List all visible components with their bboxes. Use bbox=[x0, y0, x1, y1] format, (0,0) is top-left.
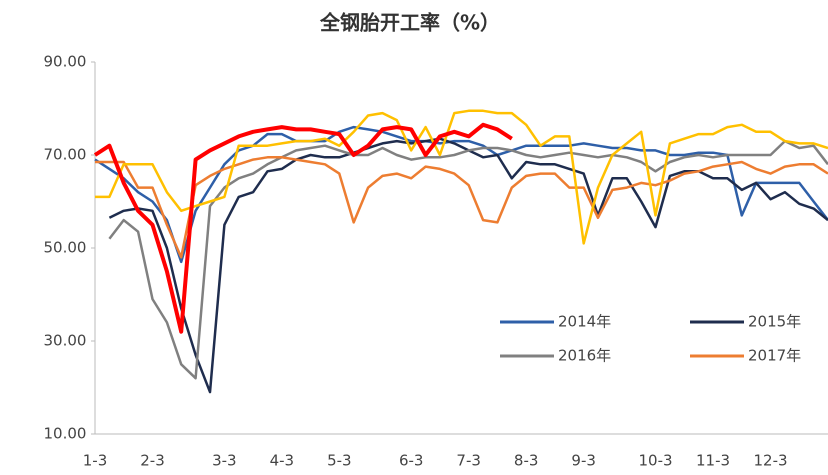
x-tick-label: 3-3 bbox=[212, 452, 237, 470]
y-tick-label: 10.00 bbox=[44, 425, 87, 443]
y-tick-label: 30.00 bbox=[44, 332, 87, 350]
series-line bbox=[95, 156, 828, 259]
x-tick-label: 9-3 bbox=[571, 452, 596, 470]
y-tick-label: 70.00 bbox=[44, 146, 87, 164]
series-line bbox=[94, 125, 828, 264]
legend-label: 2014年 bbox=[558, 313, 611, 331]
legend-label: 2015年 bbox=[748, 313, 801, 331]
x-tick-label: 10-3 bbox=[639, 452, 673, 470]
y-tick-label: 90.00 bbox=[44, 53, 87, 71]
series-line bbox=[93, 122, 513, 334]
legend-label: 2016年 bbox=[558, 347, 611, 365]
x-tick-label: 7-3 bbox=[456, 452, 481, 470]
x-tick-label: 4-3 bbox=[270, 452, 295, 470]
x-tick-label: 5-3 bbox=[327, 452, 352, 470]
y-tick-label: 50.00 bbox=[44, 239, 87, 257]
x-tick-label: 2-3 bbox=[140, 452, 165, 470]
x-tick-label: 12-3 bbox=[753, 452, 787, 470]
x-tick-label: 11-3 bbox=[696, 452, 730, 470]
series-line bbox=[95, 109, 828, 245]
series-line bbox=[108, 139, 828, 380]
x-tick-label: 8-3 bbox=[514, 452, 539, 470]
legend-label: 2017年 bbox=[748, 347, 801, 365]
chart-title: 全钢胎开工率（%） bbox=[319, 11, 500, 35]
x-tick-label: 6-3 bbox=[399, 452, 424, 470]
x-tick-label: 1-3 bbox=[83, 452, 108, 470]
